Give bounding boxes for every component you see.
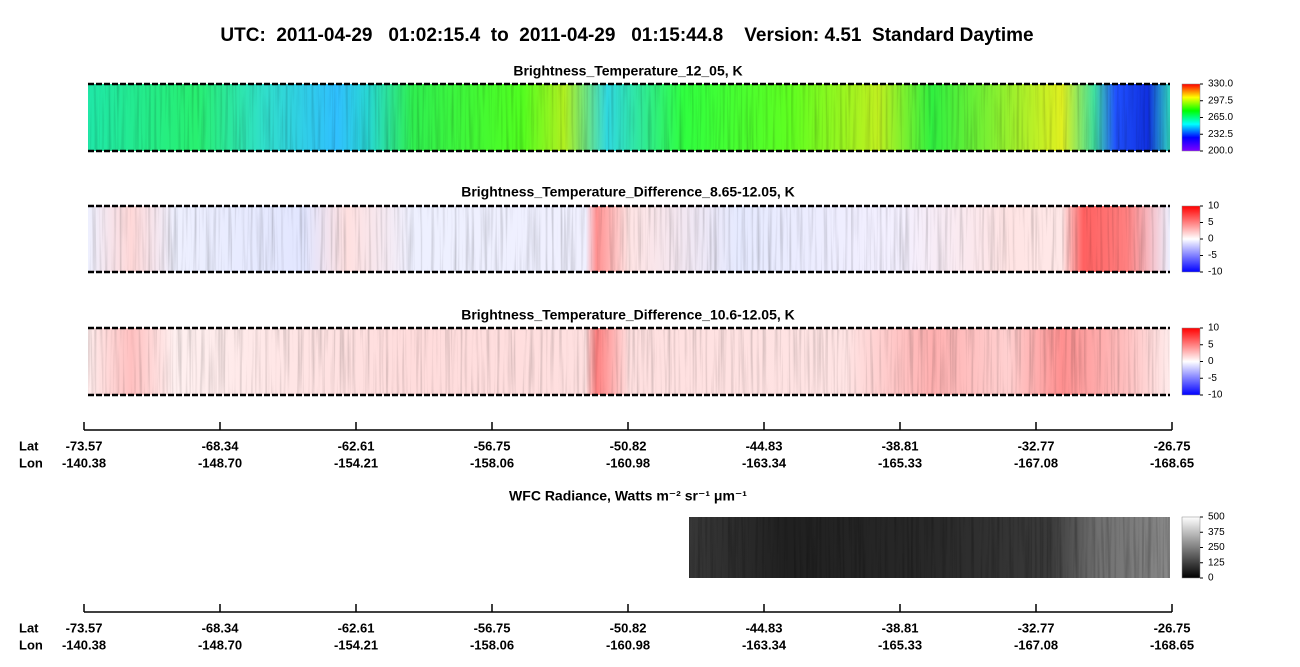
colorbar-tick-label: 0 bbox=[1208, 234, 1214, 245]
colorbar-tick-label: 375 bbox=[1208, 527, 1225, 538]
colorbar-tick-label: 0 bbox=[1208, 573, 1214, 584]
track-label: -56.75 bbox=[474, 620, 511, 635]
track-label: -38.81 bbox=[882, 438, 919, 453]
track-label: -32.77 bbox=[1018, 438, 1055, 453]
track-label: -148.70 bbox=[198, 455, 242, 470]
track-label: -163.34 bbox=[742, 455, 787, 470]
row-label: Lon bbox=[19, 455, 43, 470]
track-label: -158.06 bbox=[470, 637, 514, 652]
track-label: -154.21 bbox=[334, 637, 378, 652]
image-texture bbox=[88, 84, 1170, 151]
colorbar-tick-label: 125 bbox=[1208, 557, 1225, 568]
colorbar bbox=[1181, 516, 1201, 579]
track-label: -73.57 bbox=[66, 620, 103, 635]
track-label: -68.34 bbox=[202, 438, 240, 453]
colorbar-tick-label: 10 bbox=[1208, 201, 1220, 212]
colorbar-tick-label: 5 bbox=[1208, 217, 1214, 228]
colorbar bbox=[1181, 205, 1201, 273]
track-label: -163.34 bbox=[742, 637, 787, 652]
colorbar-tick-label: 330.0 bbox=[1208, 79, 1233, 90]
track-label: -32.77 bbox=[1018, 620, 1055, 635]
track-label: -140.38 bbox=[62, 455, 106, 470]
panel-title: WFC Radiance, Watts m⁻² sr⁻¹ μm⁻¹ bbox=[509, 488, 747, 504]
panel-title: Brightness_Temperature_Difference_10.6-1… bbox=[461, 307, 795, 323]
colorbar-tick-label: 232.5 bbox=[1208, 129, 1233, 140]
track-label: -50.82 bbox=[610, 620, 647, 635]
track-label: -68.34 bbox=[202, 620, 240, 635]
colorbar-tick-label: 265.0 bbox=[1208, 112, 1233, 123]
colorbar-tick-label: 0 bbox=[1208, 356, 1214, 367]
image-texture bbox=[88, 328, 1170, 395]
track-label: -62.61 bbox=[338, 438, 375, 453]
row-label: Lon bbox=[19, 637, 43, 652]
panel-title: Brightness_Temperature_Difference_8.65-1… bbox=[461, 184, 795, 200]
colorbar-tick-label: -10 bbox=[1208, 267, 1223, 278]
image-texture bbox=[689, 517, 1170, 578]
colorbar bbox=[1181, 83, 1201, 152]
track-label: -168.65 bbox=[1150, 637, 1194, 652]
colorbar bbox=[1181, 327, 1201, 396]
colorbar-tick-label: 500 bbox=[1208, 512, 1225, 523]
colorbar-tick-label: -5 bbox=[1208, 373, 1217, 384]
track-label: -154.21 bbox=[334, 455, 378, 470]
colorbar-tick-label: -10 bbox=[1208, 390, 1223, 401]
track-label: -26.75 bbox=[1154, 438, 1191, 453]
track-label: -140.38 bbox=[62, 637, 106, 652]
track-label: -160.98 bbox=[606, 455, 650, 470]
track-label: -62.61 bbox=[338, 620, 375, 635]
colorbar-tick-label: 5 bbox=[1208, 339, 1214, 350]
row-label: Lat bbox=[19, 438, 39, 453]
image-texture bbox=[88, 206, 1170, 272]
colorbar-tick-label: 297.5 bbox=[1208, 95, 1233, 106]
track-label: -44.83 bbox=[746, 438, 783, 453]
track-label: -73.57 bbox=[66, 438, 103, 453]
track-label: -148.70 bbox=[198, 637, 242, 652]
track-label: -56.75 bbox=[474, 438, 511, 453]
track-label: -160.98 bbox=[606, 637, 650, 652]
colorbar-tick-label: -5 bbox=[1208, 250, 1217, 261]
row-label: Lat bbox=[19, 620, 39, 635]
track-label: -158.06 bbox=[470, 455, 514, 470]
track-label: -168.65 bbox=[1150, 455, 1194, 470]
track-label: -38.81 bbox=[882, 620, 919, 635]
track-label: -44.83 bbox=[746, 620, 783, 635]
track-label: -165.33 bbox=[878, 455, 922, 470]
track-label: -26.75 bbox=[1154, 620, 1191, 635]
track-label: -50.82 bbox=[610, 438, 647, 453]
colorbar-tick-label: 200.0 bbox=[1208, 146, 1233, 157]
main-title: UTC: 2011-04-29 01:02:15.4 to 2011-04-29… bbox=[220, 25, 1033, 46]
track-label: -167.08 bbox=[1014, 455, 1058, 470]
track-label: -165.33 bbox=[878, 637, 922, 652]
panel-title: Brightness_Temperature_12_05, K bbox=[513, 63, 742, 79]
colorbar-tick-label: 250 bbox=[1208, 542, 1225, 553]
track-label: -167.08 bbox=[1014, 637, 1058, 652]
colorbar-tick-label: 10 bbox=[1208, 323, 1220, 334]
